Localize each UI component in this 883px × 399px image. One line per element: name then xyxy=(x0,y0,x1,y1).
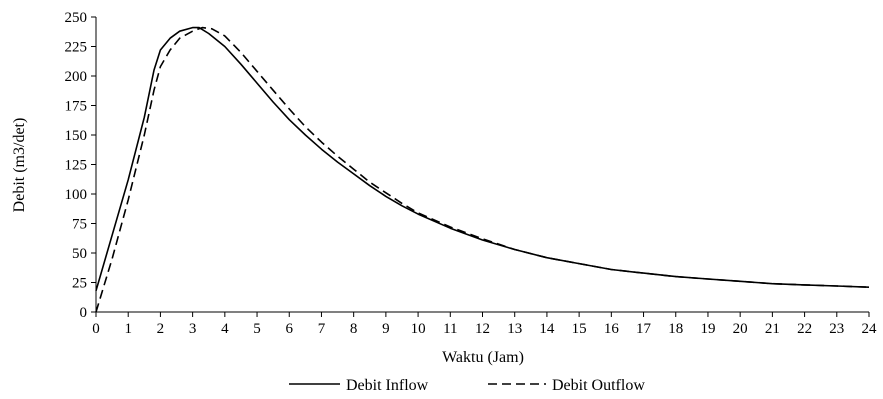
x-tick-label: 14 xyxy=(539,321,555,337)
y-tick-label: 175 xyxy=(65,99,88,115)
x-tick-label: 19 xyxy=(700,321,715,337)
legend: Debit Inflow Debit Outflow xyxy=(289,377,645,394)
x-tick-label: 1 xyxy=(124,321,132,337)
y-tick-label: 125 xyxy=(65,158,88,174)
y-tick-label: 150 xyxy=(65,128,88,144)
x-tick-label: 2 xyxy=(157,321,165,337)
y-tick-label: 250 xyxy=(65,10,88,26)
x-tick-label: 12 xyxy=(475,321,490,337)
y-axis-title: Debit (m3/det) xyxy=(11,118,28,213)
legend-label-inflow: Debit Inflow xyxy=(346,377,429,394)
x-tick-label: 7 xyxy=(318,321,326,337)
y-tick-label: 225 xyxy=(65,40,88,56)
x-tick-label: 20 xyxy=(733,321,748,337)
x-tick-label: 18 xyxy=(668,321,683,337)
series-line-inflow xyxy=(95,26,870,292)
x-tick-label: 15 xyxy=(572,321,587,337)
y-tick-label: 25 xyxy=(72,276,87,292)
y-tick-label: 75 xyxy=(72,217,87,233)
y-tick-label: 50 xyxy=(72,246,87,262)
y-tick-label: 0 xyxy=(80,305,88,321)
legend-label-outflow: Debit Outflow xyxy=(552,377,645,394)
series-line-outflow xyxy=(95,26,870,313)
x-tick-label: 23 xyxy=(829,321,844,337)
x-tick-label: 0 xyxy=(92,321,100,337)
x-tick-label: 5 xyxy=(253,321,261,337)
x-tick-label: 17 xyxy=(636,321,652,337)
x-tick-label: 8 xyxy=(350,321,358,337)
plot-area xyxy=(95,26,870,313)
x-tick-label: 13 xyxy=(507,321,522,337)
x-tick-label: 22 xyxy=(797,321,812,337)
x-tick-label: 6 xyxy=(286,321,294,337)
y-tick-label: 100 xyxy=(65,187,88,203)
x-tick-label: 21 xyxy=(765,321,780,337)
x-tick-label: 9 xyxy=(382,321,390,337)
x-tick-label: 16 xyxy=(604,321,620,337)
y-tick-label: 200 xyxy=(65,69,88,85)
x-axis-title: Waktu (Jam) xyxy=(442,349,524,366)
x-tick-label: 3 xyxy=(189,321,197,337)
x-tick-label: 4 xyxy=(221,321,229,337)
x-tick-label: 11 xyxy=(443,321,457,337)
x-tick-label: 10 xyxy=(411,321,426,337)
x-tick-label: 24 xyxy=(862,321,878,337)
